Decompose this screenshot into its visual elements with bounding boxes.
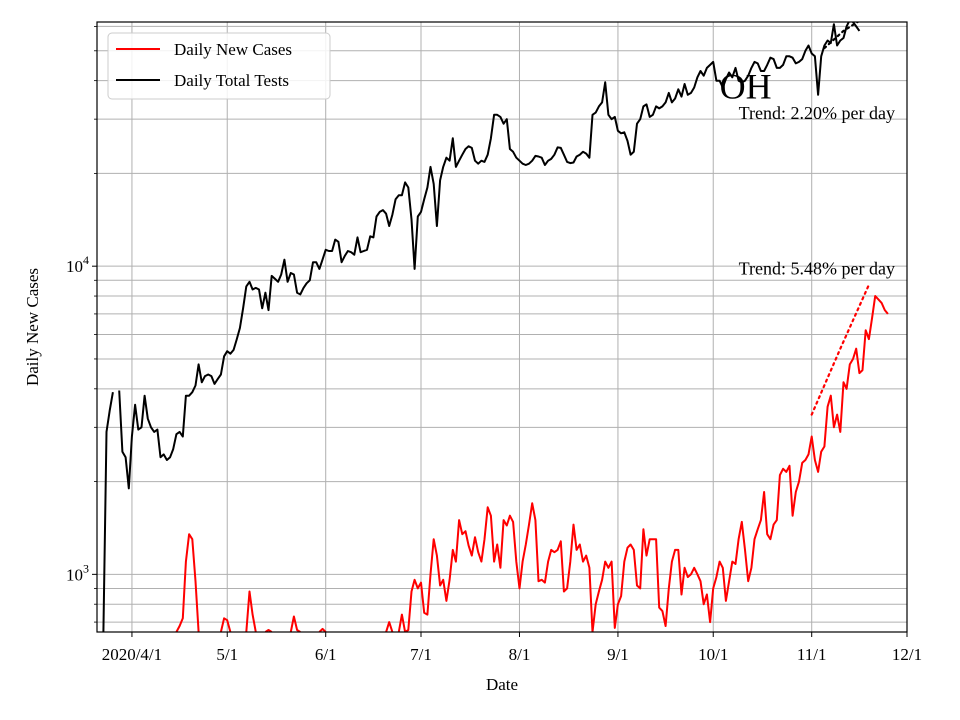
trend-line bbox=[810, 283, 870, 416]
series-line-daily-new-cases bbox=[264, 629, 273, 632]
x-tick-label: 2020/4/1 bbox=[102, 645, 162, 664]
x-tick-label: 9/1 bbox=[607, 645, 629, 664]
legend-box bbox=[107, 32, 331, 100]
series-line-daily-total-tests bbox=[118, 22, 861, 490]
series-line-daily-new-cases bbox=[397, 295, 889, 632]
legend: Daily New Cases Daily Total Tests bbox=[107, 32, 331, 100]
series-line-daily-new-cases bbox=[175, 533, 200, 632]
series-line-daily-new-cases bbox=[385, 621, 394, 632]
series-line-daily-total-tests bbox=[102, 392, 114, 632]
state-label: OH bbox=[720, 67, 772, 107]
x-tick-label: 10/1 bbox=[698, 645, 728, 664]
series-line-daily-new-cases bbox=[219, 617, 232, 632]
y-axis-label: Daily New Cases bbox=[23, 268, 42, 386]
x-tick-label: 12/1 bbox=[892, 645, 922, 664]
series-line-daily-new-cases bbox=[318, 627, 327, 632]
series-line-daily-new-cases bbox=[245, 590, 257, 632]
x-axis-label: Date bbox=[486, 675, 518, 694]
axis-ticks: 2020/4/1 5/1 6/1 7/1 8/1 9/1 10/1 11/1 12/110310… bbox=[66, 25, 922, 664]
x-tick-label: 7/1 bbox=[410, 645, 432, 664]
legend-label-daily-new-cases: Daily New Cases bbox=[174, 40, 292, 59]
x-tick-label: 6/1 bbox=[315, 645, 337, 664]
plot-frame bbox=[96, 21, 908, 633]
trend-annotation: Trend: 2.20% per day bbox=[739, 103, 895, 123]
series-line-daily-new-cases bbox=[289, 615, 301, 632]
x-tick-label: 8/1 bbox=[509, 645, 531, 664]
series-layer bbox=[102, 22, 889, 632]
trend-annotation: Trend: 5.48% per day bbox=[739, 258, 895, 278]
x-tick-label: 5/1 bbox=[216, 645, 238, 664]
x-tick-label: 11/1 bbox=[797, 645, 827, 664]
legend-label-daily-total-tests: Daily Total Tests bbox=[174, 71, 289, 90]
trend-line bbox=[823, 22, 860, 50]
